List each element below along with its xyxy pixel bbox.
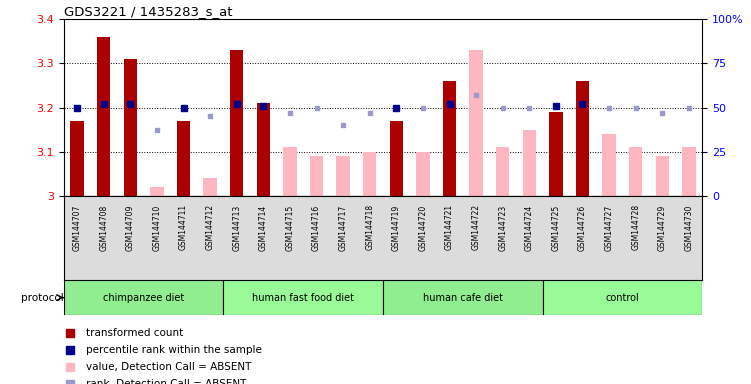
Text: GSM144724: GSM144724 (525, 204, 534, 250)
Bar (310, 156, 323, 196)
Text: GSM144713: GSM144713 (232, 204, 241, 250)
Text: GSM144721: GSM144721 (445, 204, 454, 250)
Bar (71, 121, 84, 196)
Bar (549, 112, 562, 196)
Bar (469, 50, 483, 196)
Bar (629, 147, 642, 196)
Text: GSM144717: GSM144717 (339, 204, 348, 250)
Bar (363, 152, 376, 196)
Text: GSM144720: GSM144720 (418, 204, 427, 250)
Text: GSM144715: GSM144715 (285, 204, 294, 250)
Text: GSM144723: GSM144723 (498, 204, 507, 250)
Text: GSM144710: GSM144710 (152, 204, 161, 250)
Bar (150, 187, 164, 196)
Text: GSM144714: GSM144714 (259, 204, 268, 250)
Text: human fast food diet: human fast food diet (252, 293, 354, 303)
Text: value, Detection Call = ABSENT: value, Detection Call = ABSENT (86, 362, 252, 372)
Text: GSM144719: GSM144719 (392, 204, 401, 250)
Text: GSM144712: GSM144712 (206, 204, 215, 250)
FancyBboxPatch shape (383, 280, 543, 315)
Bar (656, 156, 669, 196)
Text: GDS3221 / 1435283_s_at: GDS3221 / 1435283_s_at (64, 5, 232, 18)
Bar (682, 147, 695, 196)
Text: GSM144707: GSM144707 (73, 204, 82, 251)
Text: percentile rank within the sample: percentile rank within the sample (86, 345, 262, 355)
Bar (390, 121, 403, 196)
Text: GSM144725: GSM144725 (551, 204, 560, 250)
Text: GSM144728: GSM144728 (631, 204, 640, 250)
Bar (204, 178, 217, 196)
Text: GSM144726: GSM144726 (578, 204, 587, 250)
FancyBboxPatch shape (543, 280, 702, 315)
Bar (283, 147, 297, 196)
Text: GSM144718: GSM144718 (365, 204, 374, 250)
Bar (124, 59, 137, 196)
Bar (496, 147, 509, 196)
Text: GSM144711: GSM144711 (179, 204, 188, 250)
Bar (443, 81, 456, 196)
Text: GSM144722: GSM144722 (472, 204, 481, 250)
FancyBboxPatch shape (224, 280, 383, 315)
Bar (576, 81, 589, 196)
Bar (230, 50, 243, 196)
Text: chimpanzee diet: chimpanzee diet (103, 293, 184, 303)
Text: GSM144727: GSM144727 (605, 204, 614, 250)
Text: human cafe diet: human cafe diet (423, 293, 503, 303)
Text: transformed count: transformed count (86, 328, 183, 338)
Bar (523, 129, 536, 196)
Bar (97, 37, 110, 196)
Bar (602, 134, 616, 196)
Text: control: control (605, 293, 639, 303)
Text: GSM144716: GSM144716 (312, 204, 321, 250)
Text: protocol: protocol (20, 293, 63, 303)
Text: GSM144708: GSM144708 (99, 204, 108, 250)
Bar (416, 152, 430, 196)
Bar (336, 156, 350, 196)
Bar (257, 103, 270, 196)
Text: GSM144709: GSM144709 (126, 204, 135, 251)
Text: GSM144730: GSM144730 (684, 204, 693, 251)
Text: rank, Detection Call = ABSENT: rank, Detection Call = ABSENT (86, 379, 246, 384)
Text: GSM144729: GSM144729 (658, 204, 667, 250)
FancyBboxPatch shape (64, 280, 224, 315)
Bar (177, 121, 190, 196)
